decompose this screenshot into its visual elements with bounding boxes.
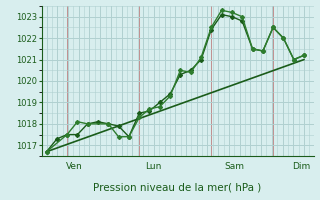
Text: Dim: Dim xyxy=(292,162,310,171)
Text: Ven: Ven xyxy=(66,162,82,171)
Text: Sam: Sam xyxy=(224,162,244,171)
Text: Lun: Lun xyxy=(145,162,161,171)
Text: Pression niveau de la mer( hPa ): Pression niveau de la mer( hPa ) xyxy=(93,183,262,193)
